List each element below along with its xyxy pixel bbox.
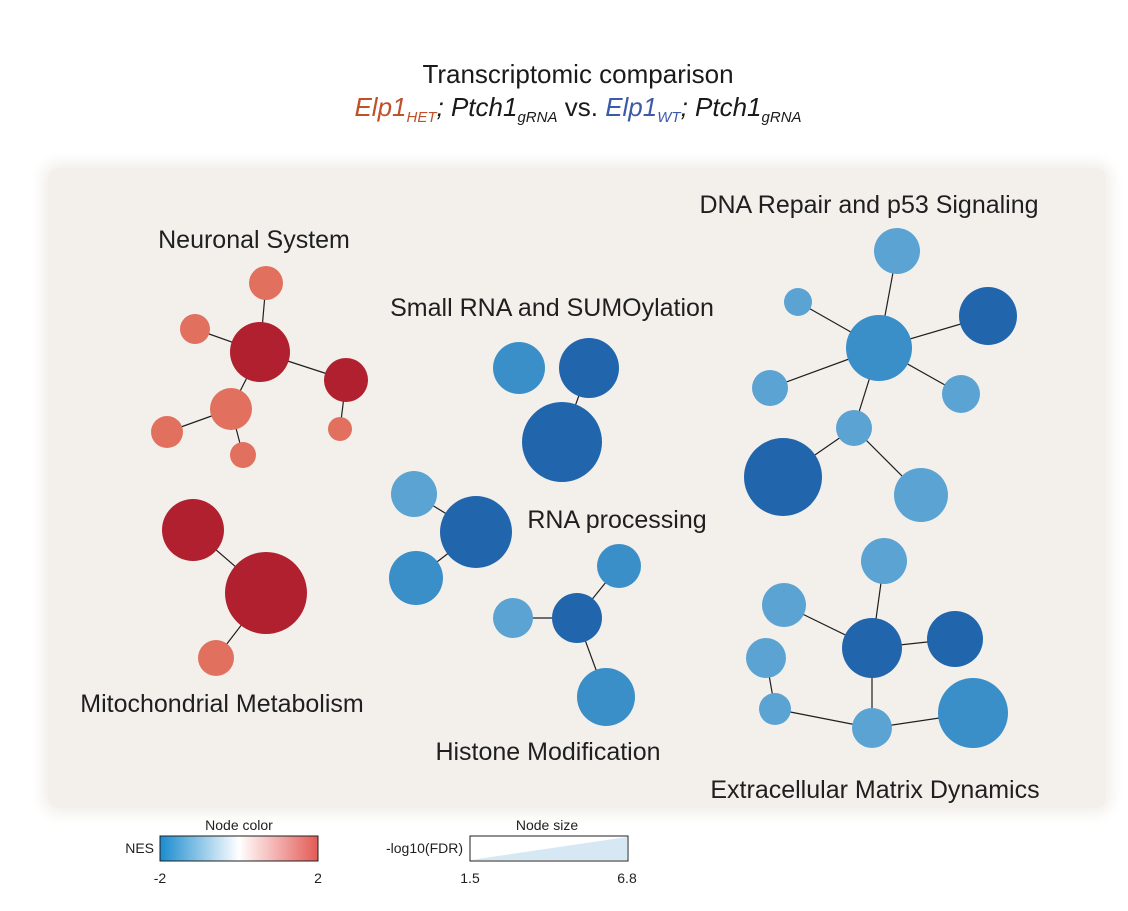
- cluster-label-extracellular-matrix: Extracellular Matrix Dynamics: [710, 776, 1039, 804]
- node: [852, 708, 892, 748]
- wt-subscript: WT: [657, 109, 681, 126]
- cluster-label-histone-modification: Histone Modification: [435, 738, 660, 766]
- node: [198, 640, 234, 676]
- node: [328, 417, 352, 441]
- node: [762, 583, 806, 627]
- node: [493, 598, 533, 638]
- legend-node-size: Node size -log10(FDR) 1.5 6.8: [386, 817, 637, 886]
- size-scale-wedge: [471, 837, 627, 860]
- node: [759, 693, 791, 725]
- node: [493, 342, 545, 394]
- legend-size-min: 1.5: [460, 870, 480, 886]
- ptch-subscript-1: gRNA: [517, 109, 558, 126]
- node: [938, 678, 1008, 748]
- cluster-label-mitochondrial-metabolism: Mitochondrial Metabolism: [80, 690, 363, 718]
- node: [230, 322, 290, 382]
- figure-title: Transcriptomic comparison Elp1HET; Ptch1…: [0, 58, 1128, 135]
- cluster-label-dna-repair-p53: DNA Repair and p53 Signaling: [699, 191, 1038, 219]
- node: [559, 338, 619, 398]
- legend-node-color: Node color NES -2 2: [125, 817, 322, 886]
- node: [744, 438, 822, 516]
- legend-color-label: NES: [125, 840, 154, 856]
- node: [162, 499, 224, 561]
- title-comparison: Elp1HET; Ptch1gRNA vs. Elp1WT; Ptch1gRNA: [0, 90, 1128, 135]
- node: [842, 618, 902, 678]
- legend-color-max: 2: [314, 870, 322, 886]
- node: [597, 544, 641, 588]
- node: [151, 416, 183, 448]
- node: [180, 314, 210, 344]
- node: [894, 468, 948, 522]
- node: [230, 442, 256, 468]
- node: [836, 410, 872, 446]
- het-gene: Elp1: [354, 92, 407, 122]
- node: [389, 551, 443, 605]
- ptch-gene-1: Ptch1: [450, 92, 518, 122]
- legend-size-max: 6.8: [617, 870, 637, 886]
- cluster-labels: Neuronal System Mitochondrial Metabolism…: [80, 191, 1039, 804]
- node: [874, 228, 920, 274]
- node: [249, 266, 283, 300]
- versus-text: vs.: [564, 92, 598, 122]
- title-main: Transcriptomic comparison: [422, 59, 734, 89]
- node: [746, 638, 786, 678]
- node: [210, 388, 252, 430]
- node: [391, 471, 437, 517]
- separator-1: ;: [436, 92, 444, 122]
- legend-color-min: -2: [154, 870, 167, 886]
- nes-gradient-bar: [159, 835, 319, 862]
- het-subscript: HET: [406, 109, 437, 126]
- node: [861, 538, 907, 584]
- separator-2: ;: [680, 92, 688, 122]
- node: [577, 668, 635, 726]
- ptch-subscript-2: gRNA: [761, 109, 802, 126]
- node: [927, 611, 983, 667]
- node: [942, 375, 980, 413]
- wt-gene: Elp1: [605, 92, 658, 122]
- cluster-label-rna-processing: RNA processing: [527, 506, 706, 534]
- node: [324, 358, 368, 402]
- node: [959, 287, 1017, 345]
- node: [784, 288, 812, 316]
- node: [846, 315, 912, 381]
- node: [552, 593, 602, 643]
- node: [440, 496, 512, 568]
- legend-color-title: Node color: [205, 817, 273, 833]
- node-layer: [151, 228, 1017, 748]
- ptch-gene-2: Ptch1: [695, 92, 762, 122]
- node: [752, 370, 788, 406]
- node: [225, 552, 307, 634]
- cluster-label-neuronal-system: Neuronal System: [158, 226, 350, 254]
- legend-size-label: -log10(FDR): [386, 840, 463, 856]
- legend-size-title: Node size: [516, 817, 578, 833]
- cluster-label-small-rna-sumoylation: Small RNA and SUMOylation: [390, 294, 714, 322]
- node: [522, 402, 602, 482]
